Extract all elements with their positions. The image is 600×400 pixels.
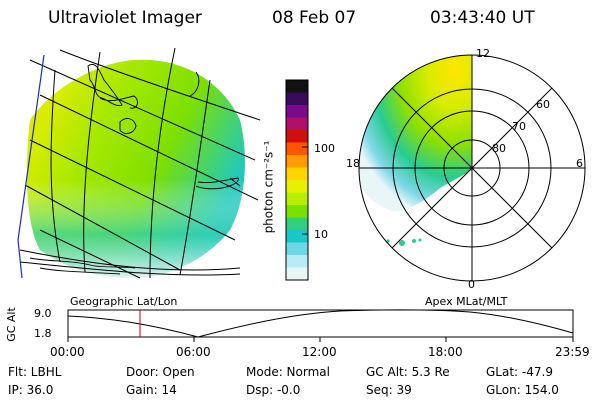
altitude-xtick-1: 06:00: [176, 345, 211, 359]
instrument-title: Ultraviolet Imager: [48, 8, 202, 28]
altitude-ylabel: GC Alt: [4, 307, 18, 342]
polar-label-18: 18: [346, 157, 360, 170]
latlon-grid: [19, 47, 261, 279]
date-label: 08 Feb 07: [272, 8, 357, 28]
colorbar-segment: [286, 192, 308, 206]
colorbar-tick-10: 10: [314, 228, 328, 241]
colorbar-segment: [286, 130, 308, 143]
coastlines: [29, 64, 241, 275]
altitude-xtick-2: 12:00: [302, 345, 337, 359]
terminator-line: [17, 54, 45, 279]
altitude-plot: [67, 309, 574, 342]
geographic-map-label: Geographic Lat/Lon: [70, 295, 178, 308]
info-dsp: Dsp: -0.0: [246, 383, 301, 397]
polar-plot: [358, 54, 586, 282]
colorbar-segment: [286, 117, 308, 131]
altitude-ytick-max: 9.0: [34, 307, 52, 320]
altitude-xtick-0: 00:00: [50, 345, 85, 359]
colorbar-segment: [286, 92, 308, 106]
colorbar-segment: [286, 230, 308, 243]
colorbar-segment: [286, 155, 308, 168]
polar-grid: [358, 54, 586, 282]
colorbar-segment: [286, 142, 308, 156]
polar-map-label: Apex MLat/MLT: [425, 295, 508, 308]
colorbar-segment: [286, 217, 308, 231]
polar-label-70: 70: [512, 120, 526, 133]
colorbar-segment: [286, 267, 308, 281]
info-glon: GLon: 154.0: [486, 383, 559, 397]
altitude-xtick-4: 23:59: [555, 345, 590, 359]
geographic-map: [19, 47, 261, 279]
polar-label-12: 12: [476, 47, 490, 60]
altitude-ytick-min: 1.8: [34, 327, 52, 340]
polar-label-80: 80: [492, 142, 506, 155]
colorbar-segment: [286, 242, 308, 256]
colorbar-segment: [286, 105, 308, 118]
colorbar-segment: [286, 80, 308, 93]
colorbar-unit-label: photon cm⁻²s⁻¹: [261, 140, 276, 234]
info-ip: IP: 36.0: [8, 383, 54, 397]
colorbar-border: [285, 79, 309, 281]
info-gc-alt: GC Alt: 5.3 Re: [366, 365, 450, 379]
colorbar-segment: [286, 167, 308, 181]
time-label: 03:43:40 UT: [430, 8, 535, 28]
colorbar-tick-100: 100: [314, 142, 335, 155]
aurora-spots: [386, 238, 422, 246]
colorbar: [285, 79, 309, 281]
altitude-xtick-3: 18:00: [428, 345, 463, 359]
polar-label-6: 6: [576, 157, 583, 170]
polar-label-60: 60: [536, 98, 550, 111]
info-filter: Flt: LBHL: [8, 365, 62, 379]
aurora-image-polar: [359, 55, 472, 212]
altitude-curve: [67, 309, 574, 338]
colorbar-segment: [286, 255, 308, 268]
info-mode: Mode: Normal: [246, 365, 330, 379]
info-glat: GLat: -47.9: [486, 365, 553, 379]
info-gain: Gain: 14: [126, 383, 177, 397]
colorbar-segment: [286, 205, 308, 218]
colorbar-segment: [286, 180, 308, 193]
info-seq: Seq: 39: [366, 383, 412, 397]
info-door: Door: Open: [126, 365, 195, 379]
polar-label-0: 0: [468, 278, 475, 291]
